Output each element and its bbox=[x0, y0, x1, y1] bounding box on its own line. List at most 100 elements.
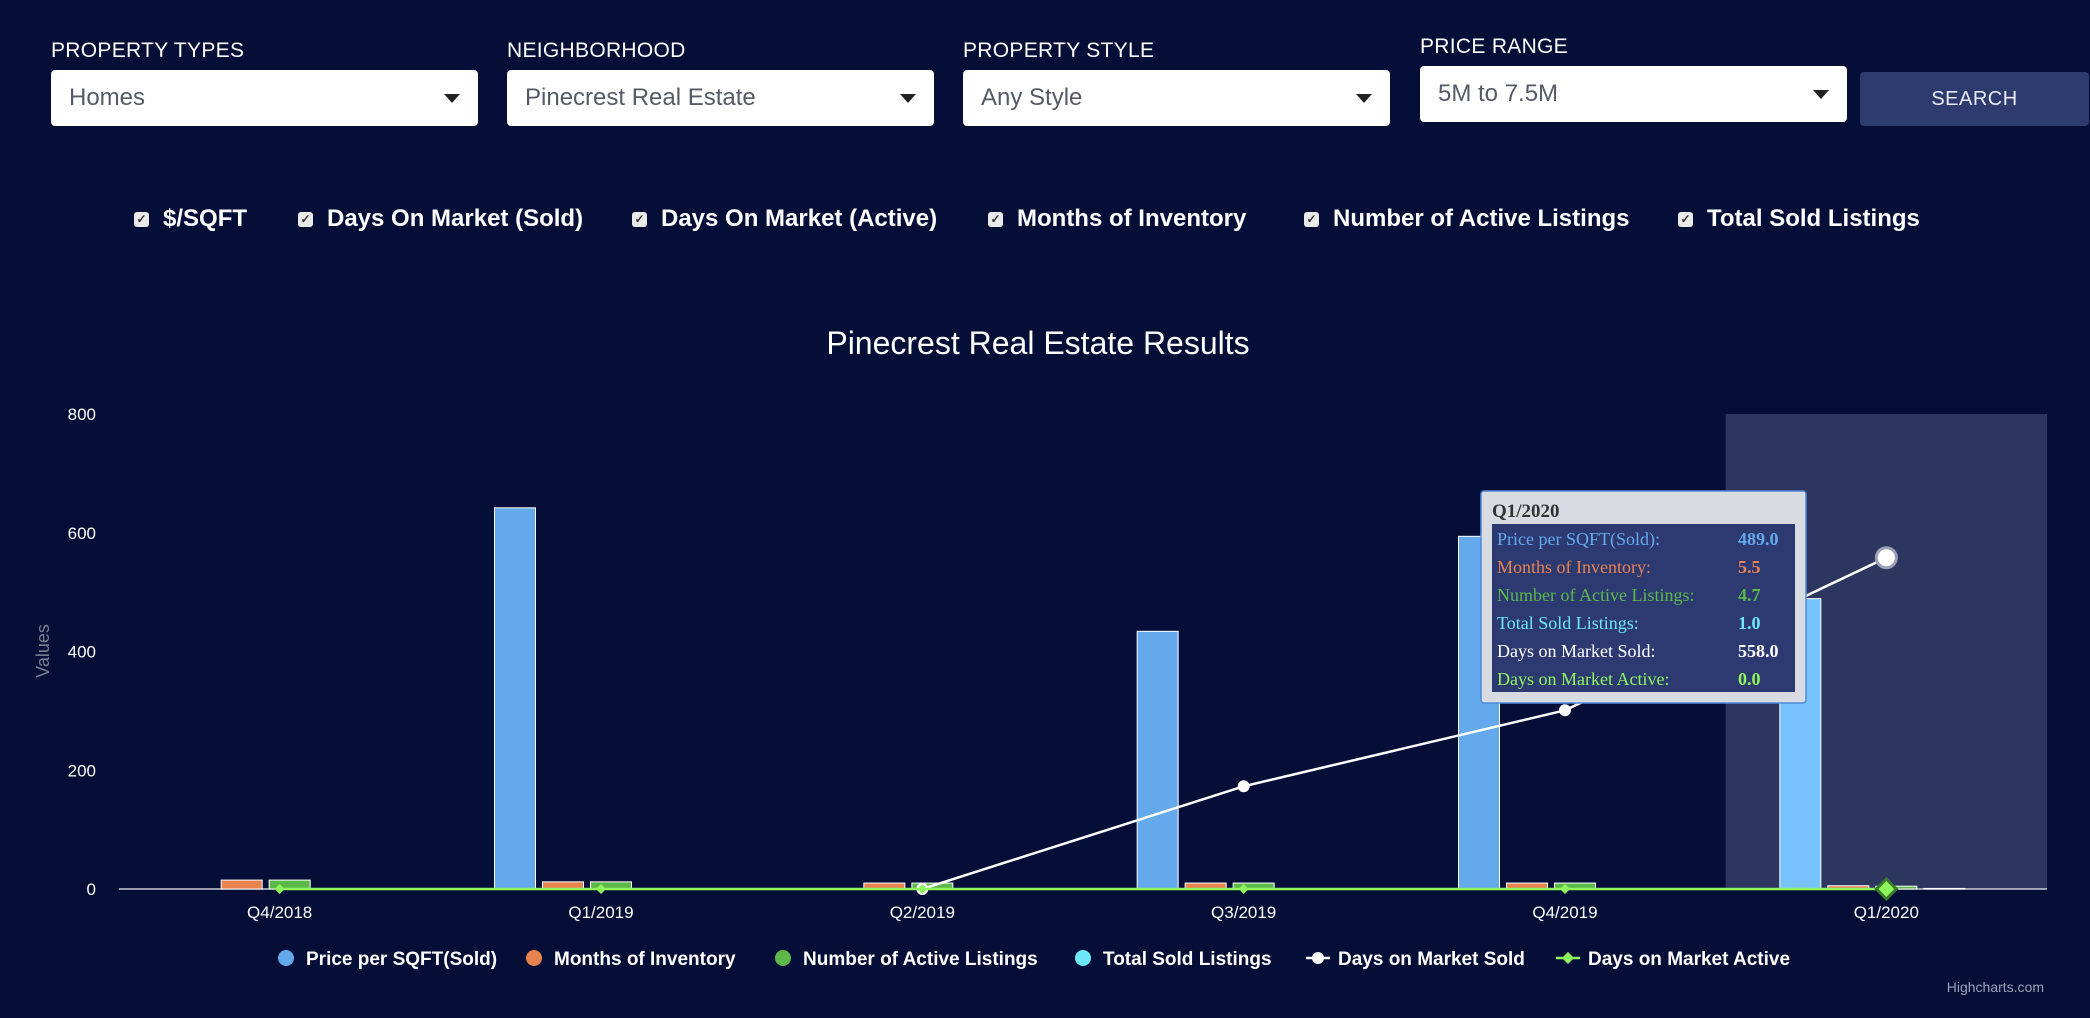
x-tick-label: Q1/2019 bbox=[568, 903, 633, 922]
toggle-sold-listings[interactable]: ✓ Total Sold Listings bbox=[1678, 205, 1920, 233]
neighborhood-label: NEIGHBORHOOD bbox=[507, 39, 686, 62]
neighborhood-filter: NEIGHBORHOOD Pinecrest Real Estate bbox=[507, 36, 934, 126]
tooltip-row-label: Total Sold Listings: bbox=[1497, 613, 1639, 633]
property-types-label: PROPERTY TYPES bbox=[51, 39, 245, 62]
toggle-sqft[interactable]: ✓ $/SQFT bbox=[134, 205, 247, 233]
tooltip-row-value: 0.0 bbox=[1738, 669, 1761, 689]
tooltip-row-value: 558.0 bbox=[1738, 641, 1779, 661]
point-days-on-market-active[interactable] bbox=[1238, 884, 1249, 894]
y-axis-label: Values bbox=[33, 624, 53, 678]
legend-label: Total Sold Listings bbox=[1103, 949, 1272, 970]
chevron-down-icon bbox=[1813, 89, 1829, 99]
toggle-active-listings-label: Number of Active Listings bbox=[1333, 205, 1630, 232]
x-tick-label: Q1/2020 bbox=[1854, 903, 1919, 922]
tooltip-row-value: 489.0 bbox=[1738, 529, 1779, 549]
tooltip-row-label: Price per SQFT(Sold): bbox=[1497, 529, 1660, 550]
bar-months-of-inventory[interactable] bbox=[220, 879, 263, 890]
x-tick-label: Q3/2019 bbox=[1211, 903, 1276, 922]
tooltip-row-label: Number of Active Listings: bbox=[1497, 585, 1694, 605]
property-style-filter: PROPERTY STYLE Any Style bbox=[963, 36, 1390, 126]
point-days-on-market-active[interactable] bbox=[596, 884, 606, 894]
y-tick-label: 0 bbox=[87, 880, 96, 899]
tooltip-row-label: Days on Market Sold: bbox=[1497, 641, 1655, 661]
chevron-down-icon bbox=[1356, 93, 1372, 103]
legend-marker-icon bbox=[1312, 952, 1324, 964]
legend-item-number-of-active-listings[interactable]: Number of Active Listings bbox=[775, 949, 1038, 970]
point-days-on-market-active[interactable] bbox=[274, 884, 285, 894]
bar-total-sold-listings[interactable] bbox=[1923, 887, 1966, 890]
point-days-on-market-sold[interactable] bbox=[1874, 546, 1898, 570]
legend-label: Months of Inventory bbox=[554, 949, 736, 970]
legend-label: Days on Market Active bbox=[1588, 949, 1790, 970]
toggle-months-inventory-label: Months of Inventory bbox=[1017, 205, 1247, 232]
search-button[interactable]: SEARCH bbox=[1860, 72, 2089, 126]
x-tick-label: Q4/2018 bbox=[247, 903, 312, 922]
filters-bar: PROPERTY TYPES Homes NEIGHBORHOOD Pinecr… bbox=[51, 35, 2041, 136]
highcharts-credit-link[interactable]: Highcharts.com bbox=[1947, 979, 2044, 995]
bar-number-of-active-listings[interactable] bbox=[268, 879, 311, 890]
checkbox-checked-icon[interactable]: ✓ bbox=[988, 211, 1003, 227]
chart-title: Pinecrest Real Estate Results bbox=[826, 325, 1249, 361]
checkbox-checked-icon[interactable]: ✓ bbox=[298, 211, 313, 227]
checkbox-checked-icon[interactable]: ✓ bbox=[1304, 211, 1319, 227]
property-style-select[interactable]: Any Style bbox=[963, 70, 1390, 126]
tooltip-row-label: Days on Market Active: bbox=[1497, 669, 1669, 689]
legend-item-days-on-market-active[interactable]: Days on Market Active bbox=[1556, 949, 1790, 970]
bar-price-per-sqft-sold-[interactable] bbox=[494, 507, 536, 890]
legend-label: Price per SQFT(Sold) bbox=[306, 949, 497, 970]
neighborhood-select[interactable]: Pinecrest Real Estate bbox=[507, 70, 934, 126]
legend-item-months-of-inventory[interactable]: Months of Inventory bbox=[526, 949, 736, 970]
toggle-dom-active[interactable]: ✓ Days On Market (Active) bbox=[632, 205, 937, 233]
tooltip-row-value: 4.7 bbox=[1738, 585, 1761, 605]
price-range-filter: PRICE RANGE 5M to 7.5M bbox=[1420, 32, 1847, 122]
metric-toggles: ✓ $/SQFT ✓ Days On Market (Sold) ✓ Days … bbox=[0, 205, 2090, 241]
legend-label: Number of Active Listings bbox=[803, 949, 1038, 970]
legend-item-total-sold-listings[interactable]: Total Sold Listings bbox=[1075, 949, 1272, 970]
toggle-dom-active-label: Days On Market (Active) bbox=[661, 205, 938, 232]
chart-svg: Pinecrest Real Estate Results 0 200 400 600 8… bbox=[33, 325, 2047, 995]
legend-marker-icon bbox=[775, 950, 791, 966]
x-tick-label: Q4/2019 bbox=[1532, 903, 1597, 922]
legend-label: Days on Market Sold bbox=[1338, 949, 1525, 970]
tooltip-header: Q1/2020 bbox=[1492, 501, 1560, 522]
toggle-active-listings[interactable]: ✓ Number of Active Listings bbox=[1304, 205, 1629, 233]
property-types-select[interactable]: Homes bbox=[51, 70, 478, 126]
y-tick-label: 200 bbox=[68, 761, 96, 780]
point-days-on-market-active[interactable] bbox=[1874, 876, 1899, 902]
tooltip-table bbox=[1492, 524, 1795, 692]
point-days-on-market-active[interactable] bbox=[1560, 884, 1570, 894]
point-days-on-market-sold[interactable] bbox=[1559, 704, 1571, 717]
y-tick-label: 400 bbox=[68, 643, 96, 662]
toggle-months-inventory[interactable]: ✓ Months of Inventory bbox=[988, 205, 1246, 233]
chevron-down-icon bbox=[900, 93, 916, 103]
checkbox-checked-icon[interactable]: ✓ bbox=[1678, 211, 1693, 227]
property-types-filter: PROPERTY TYPES Homes bbox=[51, 36, 478, 126]
property-style-label: PROPERTY STYLE bbox=[963, 39, 1155, 62]
checkbox-checked-icon[interactable]: ✓ bbox=[134, 211, 149, 227]
legend-marker-icon bbox=[526, 950, 542, 966]
price-range-value: 5M to 7.5M bbox=[1438, 80, 1559, 107]
price-range-label: PRICE RANGE bbox=[1420, 35, 1568, 58]
bar-price-per-sqft-sold-[interactable] bbox=[1136, 630, 1179, 890]
chart-tooltip: Q1/2020 Price per SQFT(Sold): 489.0 Months … bbox=[1480, 490, 1807, 704]
checkbox-checked-icon[interactable]: ✓ bbox=[632, 211, 647, 227]
legend-marker-icon bbox=[1562, 952, 1574, 964]
toggle-dom-sold[interactable]: ✓ Days On Market (Sold) bbox=[298, 205, 583, 233]
chevron-down-icon bbox=[444, 93, 460, 103]
property-style-value: Any Style bbox=[981, 84, 1083, 111]
price-range-select[interactable]: 5M to 7.5M bbox=[1420, 66, 1847, 122]
point-days-on-market-active[interactable] bbox=[917, 884, 928, 894]
y-tick-label: 800 bbox=[68, 405, 96, 424]
point-days-on-market-sold[interactable] bbox=[1237, 780, 1250, 793]
property-types-value: Homes bbox=[69, 84, 146, 111]
legend-marker-icon bbox=[1075, 950, 1091, 966]
legend-marker-icon bbox=[278, 950, 294, 966]
legend-item-days-on-market-sold[interactable]: Days on Market Sold bbox=[1306, 949, 1525, 970]
tooltip-row-label: Months of Inventory: bbox=[1497, 557, 1651, 577]
neighborhood-value: Pinecrest Real Estate bbox=[525, 84, 756, 111]
x-tick-label: Q2/2019 bbox=[890, 903, 955, 922]
tooltip-row-value: 5.5 bbox=[1738, 557, 1761, 577]
legend-item-price-per-sqft-sold-[interactable]: Price per SQFT(Sold) bbox=[278, 949, 497, 970]
toggle-sold-listings-label: Total Sold Listings bbox=[1707, 205, 1920, 232]
tooltip-row-value: 1.0 bbox=[1738, 613, 1761, 633]
